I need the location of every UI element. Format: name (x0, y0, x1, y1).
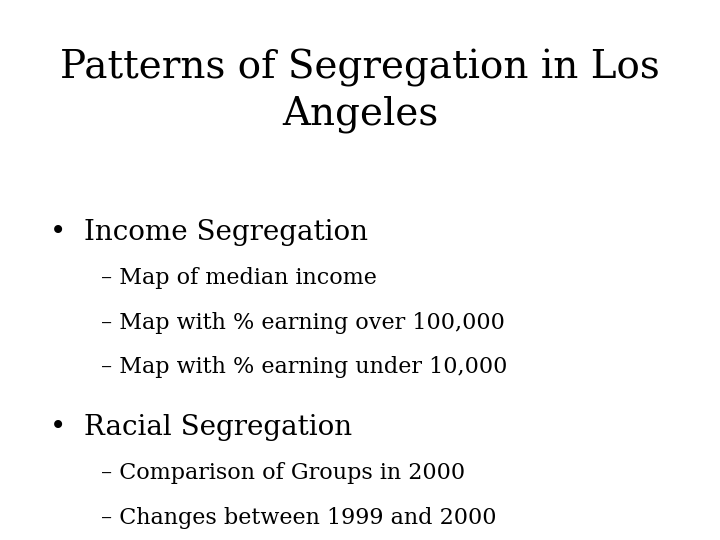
Text: – Map of median income: – Map of median income (101, 267, 377, 289)
Text: •  Income Segregation: • Income Segregation (50, 219, 369, 246)
Text: Patterns of Segregation in Los
Angeles: Patterns of Segregation in Los Angeles (60, 49, 660, 133)
Text: – Changes between 1999 and 2000: – Changes between 1999 and 2000 (101, 507, 496, 529)
Text: – Map with % earning under 10,000: – Map with % earning under 10,000 (101, 356, 507, 378)
Text: •  Racial Segregation: • Racial Segregation (50, 414, 353, 441)
Text: – Comparison of Groups in 2000: – Comparison of Groups in 2000 (101, 462, 465, 484)
Text: – Map with % earning over 100,000: – Map with % earning over 100,000 (101, 312, 505, 334)
